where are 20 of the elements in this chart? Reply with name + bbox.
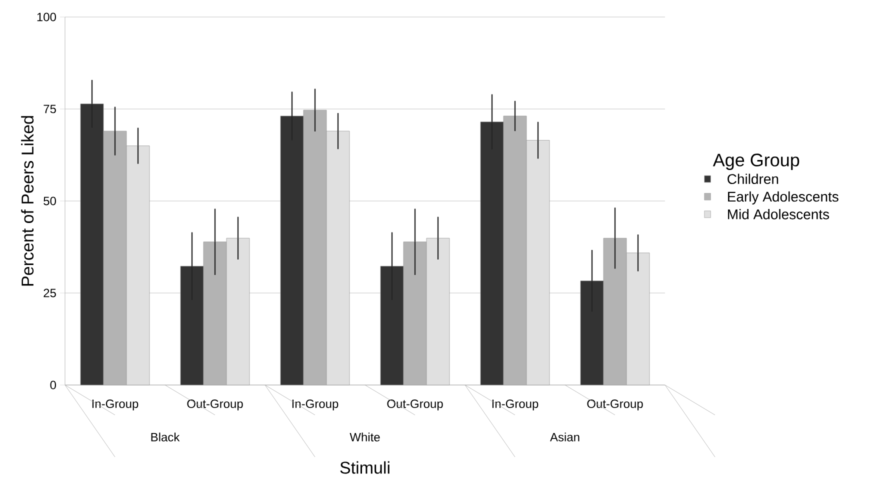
text: White (350, 432, 380, 442)
legend-title: Age Group (712, 154, 800, 170)
text: Black (151, 432, 180, 442)
y-tick-label: 0 (50, 380, 56, 390)
y-tick-label: 50 (44, 196, 56, 206)
x-tick-label: In-Group (292, 400, 338, 410)
text: Asian (550, 432, 580, 442)
legend-label: Mid Adolescents (728, 209, 830, 220)
x-tick-label: In-Group (492, 400, 538, 410)
y-tick-label: 25 (44, 288, 56, 298)
x-tick-label: In-Group (92, 400, 138, 410)
legend-label: Children (728, 174, 778, 184)
x-tick-label: Out-Group (387, 400, 443, 410)
x-axis-title: Stimuli (340, 461, 390, 474)
y-tick-label: 100 (37, 12, 56, 22)
legend-label: Early Adolescents (728, 191, 838, 204)
y-axis-title: Percent of Peers Liked (21, 116, 34, 286)
x-tick-label: Out-Group (587, 400, 643, 410)
x-tick-label: Out-Group (187, 400, 243, 410)
y-tick-label: 75 (44, 104, 56, 114)
